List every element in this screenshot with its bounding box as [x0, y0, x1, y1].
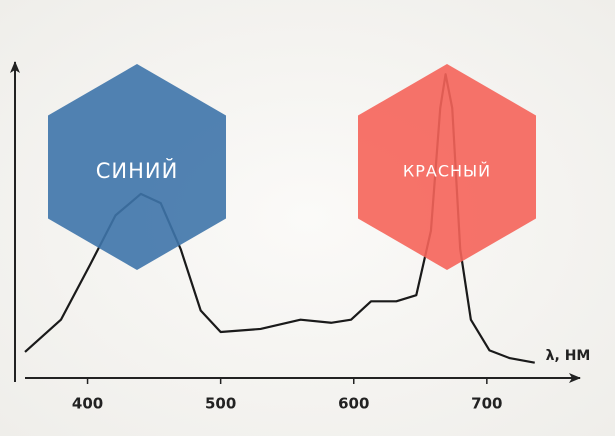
hexagon-label: СИНИЙ	[96, 158, 179, 183]
hexagon	[48, 64, 226, 270]
hexagon	[358, 64, 536, 270]
x-tick-label: 400	[72, 395, 103, 413]
hexagon-label: КРАСНЫЙ	[403, 162, 491, 181]
x-tick-label: 500	[205, 395, 236, 413]
x-tick-label: 600	[338, 395, 369, 413]
x-tick-label: 700	[471, 395, 502, 413]
x-axis-label: λ, НМ	[546, 348, 591, 364]
